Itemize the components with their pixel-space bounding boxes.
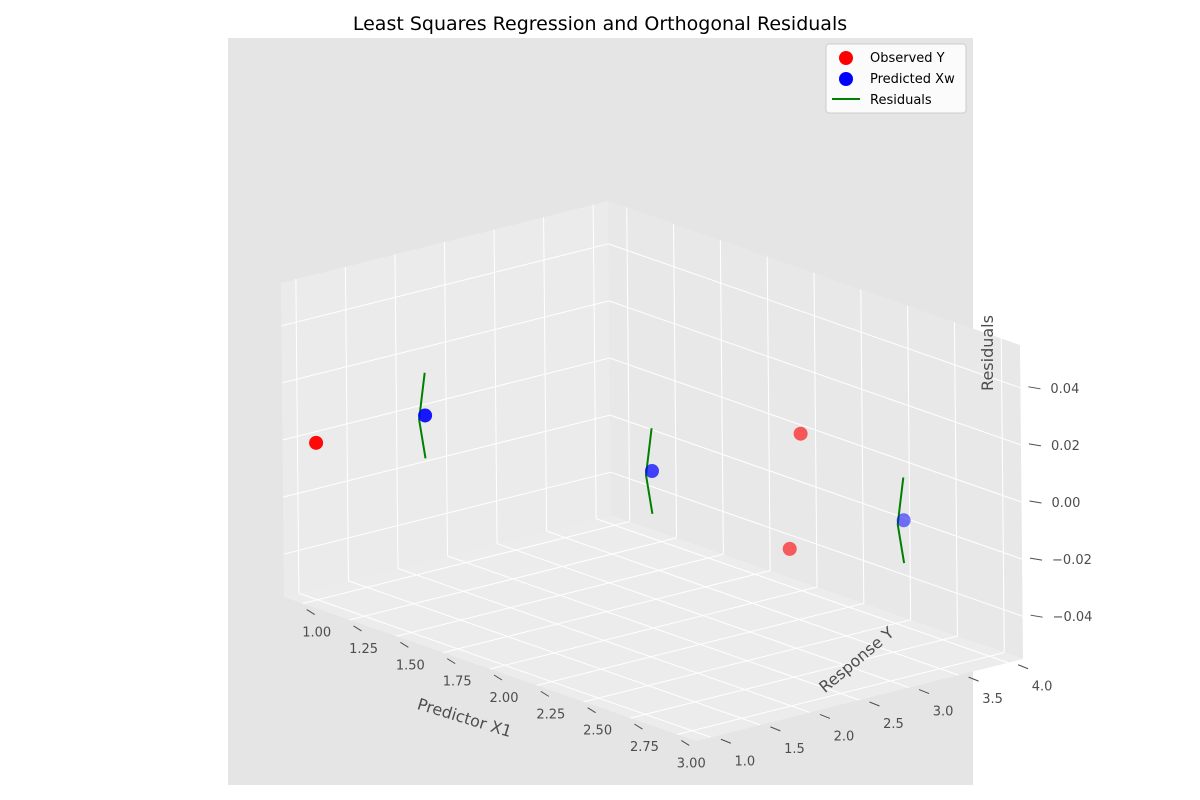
- x-tick-label: 1.75: [443, 675, 472, 690]
- x-tick-mark: [353, 625, 362, 632]
- gridlines: [281, 204, 1023, 738]
- grid-floor-y: [595, 518, 1009, 664]
- x-tick-label: 2.50: [583, 724, 612, 739]
- x-tick-label: 2.25: [536, 707, 565, 722]
- x-tick-label: 1.50: [396, 658, 425, 673]
- x-tick-label: 3.00: [677, 756, 706, 771]
- observed-point: [309, 435, 324, 450]
- residual-line: [896, 477, 906, 564]
- grid-back-z: [608, 300, 1022, 446]
- residual-line: [418, 372, 427, 459]
- y-tick-label: 3.0: [933, 705, 954, 720]
- legend-label-residuals: Residuals: [870, 93, 932, 108]
- z-tick-label: 0.04: [1050, 382, 1079, 397]
- grid-left-z: [282, 414, 611, 498]
- grid-left-z: [281, 243, 609, 327]
- x-tick-mark: [400, 641, 409, 648]
- y-tick-label: 3.5: [982, 692, 1003, 707]
- y-tick-mark: [770, 726, 781, 732]
- legend-frame: [825, 43, 967, 114]
- grid-back-z: [609, 414, 1023, 560]
- grid-left-z: [282, 357, 610, 441]
- x-tick-mark: [540, 690, 550, 697]
- x-tick-mark: [634, 723, 643, 730]
- y-tick-label: 2.5: [883, 717, 904, 732]
- y-tick-label: 4.0: [1032, 680, 1053, 695]
- z-axis-label: Residuals: [978, 315, 997, 391]
- y-tick-mark: [1017, 664, 1029, 670]
- observed-point: [782, 541, 797, 556]
- x-tick-mark: [493, 674, 503, 681]
- legend: Observed Y Predicted Xw Residuals: [825, 43, 967, 114]
- grid-floor-y: [298, 592, 712, 738]
- z-tick-mark: [1030, 614, 1043, 618]
- grid-floor-y: [397, 567, 811, 713]
- y-tick-mark: [918, 689, 930, 695]
- legend-marker-predicted: [839, 72, 853, 86]
- chart-title: Least Squares Regression and Orthogonal …: [353, 13, 847, 35]
- observed-point: [793, 426, 808, 441]
- y-tick-label: 2.0: [834, 729, 855, 744]
- y-tick-label: 1.0: [735, 754, 756, 769]
- z-tick-mark: [1028, 386, 1041, 390]
- x-tick-label: 2.00: [490, 691, 519, 706]
- x-tick-mark: [587, 707, 596, 714]
- grid-floor-y: [348, 580, 761, 726]
- x-tick-mark: [306, 609, 315, 615]
- x-tick-mark: [681, 740, 690, 746]
- residual-line: [644, 428, 654, 514]
- x-tick-mark: [446, 658, 456, 665]
- grid-back-z: [608, 243, 1021, 389]
- z-tick-label: 0.02: [1051, 439, 1080, 454]
- z-tick-label: 0.00: [1052, 496, 1081, 511]
- predicted-point: [645, 464, 659, 478]
- legend-label-observed: Observed Y: [870, 51, 945, 66]
- legend-label-predicted: Predicted Xw: [870, 72, 955, 87]
- z-tick-mark: [1028, 443, 1042, 447]
- y-tick-mark: [819, 713, 831, 719]
- grid-floor-y: [496, 543, 910, 689]
- z-tick-mark: [1029, 557, 1043, 561]
- grid-back-z: [610, 471, 1023, 617]
- data-marks: [309, 372, 911, 564]
- z-tick-label: −0.04: [1053, 610, 1093, 625]
- y-tick-mark: [968, 676, 979, 682]
- z-tick-mark: [1029, 500, 1042, 504]
- predicted-point: [418, 408, 433, 423]
- y-tick-mark: [720, 738, 732, 744]
- ticks: 1.00 1.25 1.50 1.75 2.00 2.25 2.50 2.75 3.00 1.0 1…: [302, 382, 1092, 772]
- predicted-point: [896, 513, 911, 528]
- y-tick-label: 1.5: [784, 742, 805, 757]
- grid-back-z: [609, 357, 1022, 503]
- y-tick-mark: [869, 701, 880, 707]
- x-tick-label: 1.25: [349, 642, 378, 657]
- x-tick-label: 2.75: [630, 740, 659, 755]
- legend-marker-observed: [839, 51, 853, 65]
- z-tick-label: −0.02: [1052, 553, 1092, 568]
- x-tick-label: 1.00: [302, 626, 331, 641]
- grid-floor-y: [546, 530, 959, 676]
- grid-floor-y: [447, 555, 860, 701]
- grid-left-z: [283, 471, 611, 555]
- grid-left-z: [281, 300, 610, 384]
